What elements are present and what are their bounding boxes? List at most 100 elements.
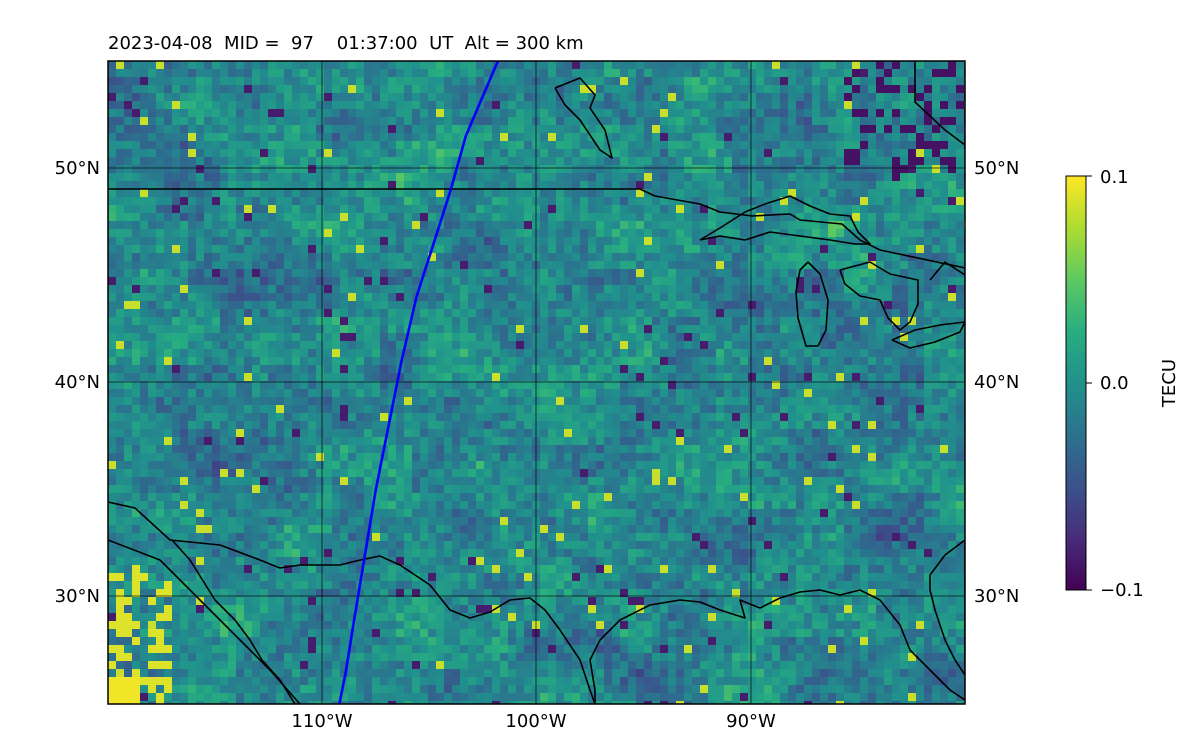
heatmap-cell xyxy=(324,181,333,190)
heatmap-cell xyxy=(652,269,661,278)
heatmap-cell xyxy=(948,229,957,238)
heatmap-cell xyxy=(660,77,669,86)
heatmap-cell xyxy=(268,381,277,390)
heatmap-cell xyxy=(924,101,933,110)
heatmap-cell xyxy=(908,341,917,350)
heatmap-cell xyxy=(244,237,253,246)
heatmap-cell xyxy=(580,293,589,302)
heatmap-cell xyxy=(380,301,389,310)
heatmap-cell xyxy=(756,325,765,334)
heatmap-cell xyxy=(900,229,909,238)
heatmap-cell xyxy=(484,261,493,270)
heatmap-cell xyxy=(572,293,581,302)
heatmap-cell xyxy=(452,397,461,406)
heatmap-cell xyxy=(268,181,277,190)
heatmap-cell xyxy=(380,197,389,206)
heatmap-cell xyxy=(940,85,949,94)
heatmap-cell xyxy=(692,261,701,270)
heatmap-cell xyxy=(356,405,365,414)
heatmap-cell xyxy=(516,173,525,182)
heatmap-cell xyxy=(308,237,317,246)
heatmap-cell xyxy=(708,181,717,190)
heatmap-cell xyxy=(188,429,197,438)
heatmap-cell xyxy=(580,365,589,374)
heatmap-cell xyxy=(612,61,621,70)
heatmap-cell xyxy=(148,189,157,198)
heatmap-cell xyxy=(764,397,773,406)
heatmap-cell xyxy=(540,141,549,150)
heatmap-cell xyxy=(788,389,797,398)
heatmap-cell xyxy=(700,77,709,86)
heatmap-cell xyxy=(156,357,165,366)
heatmap-cell xyxy=(716,109,725,118)
heatmap-cell xyxy=(148,277,157,286)
heatmap-cell xyxy=(292,349,301,358)
heatmap-cell xyxy=(956,309,965,318)
heatmap-cell xyxy=(212,101,221,110)
heatmap-cell xyxy=(316,341,325,350)
heatmap-cell xyxy=(884,157,893,166)
heatmap-cell xyxy=(132,397,141,406)
heatmap-cell xyxy=(788,197,797,206)
heatmap-cell xyxy=(516,149,525,158)
heatmap-cell xyxy=(500,413,509,422)
heatmap-cell xyxy=(396,269,405,278)
heatmap-cell xyxy=(492,301,501,310)
heatmap-cell xyxy=(308,357,317,366)
heatmap-cell xyxy=(348,173,357,182)
heatmap-cell xyxy=(260,373,269,382)
heatmap-cell xyxy=(212,245,221,254)
heatmap-cell xyxy=(644,253,653,262)
heatmap-cell xyxy=(212,293,221,302)
heatmap-cell xyxy=(844,389,853,398)
heatmap-cell xyxy=(124,277,133,286)
heatmap-cell xyxy=(652,357,661,366)
heatmap-cell xyxy=(332,309,341,318)
heatmap-cell xyxy=(868,317,877,326)
heatmap-cell xyxy=(468,237,477,246)
heatmap-cell xyxy=(356,253,365,262)
heatmap-cell xyxy=(124,213,133,222)
heatmap-cell xyxy=(212,413,221,422)
heatmap-cell xyxy=(956,253,965,262)
heatmap-cell xyxy=(876,413,885,422)
heatmap-cell xyxy=(492,245,501,254)
heatmap-cell xyxy=(868,389,877,398)
heatmap-cell xyxy=(948,93,957,102)
heatmap-cell xyxy=(796,373,805,382)
heatmap-cell xyxy=(932,221,941,230)
heatmap-cell xyxy=(284,429,293,438)
heatmap-cell xyxy=(844,165,853,174)
heatmap-cell xyxy=(804,397,813,406)
heatmap-cell xyxy=(308,381,317,390)
heatmap-cell xyxy=(132,357,141,366)
heatmap-cell xyxy=(428,261,437,270)
heatmap-cell xyxy=(724,301,733,310)
heatmap-cell xyxy=(556,213,565,222)
heatmap-cell xyxy=(124,397,133,406)
heatmap-cell xyxy=(668,325,677,334)
heatmap-cell xyxy=(580,141,589,150)
heatmap-cell xyxy=(428,309,437,318)
heatmap-cell xyxy=(596,389,605,398)
heatmap-cell xyxy=(404,173,413,182)
heatmap-cell xyxy=(644,365,653,374)
heatmap-cell xyxy=(700,93,709,102)
heatmap-cell xyxy=(172,101,181,110)
heatmap-cell xyxy=(676,341,685,350)
heatmap-cell xyxy=(380,125,389,134)
heatmap-cell xyxy=(892,141,901,150)
heatmap-cell xyxy=(692,317,701,326)
heatmap-cell xyxy=(148,405,157,414)
heatmap-cell xyxy=(524,125,533,134)
heatmap-cell xyxy=(444,205,453,214)
heatmap-cell xyxy=(868,69,877,78)
heatmap-cell xyxy=(500,173,509,182)
heatmap-cell xyxy=(180,237,189,246)
heatmap-cell xyxy=(700,261,709,270)
heatmap-cell xyxy=(596,221,605,230)
heatmap-cell xyxy=(716,197,725,206)
heatmap-cell xyxy=(876,325,885,334)
heatmap-cell xyxy=(268,221,277,230)
heatmap-cell xyxy=(812,141,821,150)
